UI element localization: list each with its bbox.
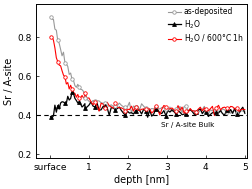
Text: Sr / A-site Bulk: Sr / A-site Bulk [161,122,214,128]
Y-axis label: Sr / A-site: Sr / A-site [4,58,14,105]
X-axis label: depth [nm]: depth [nm] [114,175,169,185]
Legend: as-deposited, H$_2$O, H$_2$O / 600°C 1h: as-deposited, H$_2$O, H$_2$O / 600°C 1h [167,6,244,46]
